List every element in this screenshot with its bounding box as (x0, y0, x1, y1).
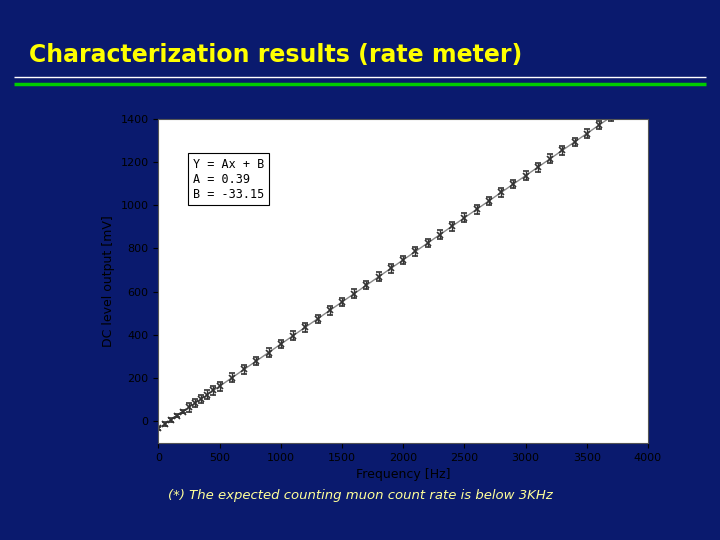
Text: (*) The expected counting muon count rate is below 3KHz: (*) The expected counting muon count rat… (168, 489, 552, 502)
Text: Y = Ax + B
A = 0.39
B = -33.15: Y = Ax + B A = 0.39 B = -33.15 (193, 158, 264, 201)
X-axis label: Frequency [Hz]: Frequency [Hz] (356, 468, 451, 481)
Text: Characterization results (rate meter): Characterization results (rate meter) (29, 43, 522, 67)
Y-axis label: DC level output [mV]: DC level output [mV] (102, 215, 115, 347)
